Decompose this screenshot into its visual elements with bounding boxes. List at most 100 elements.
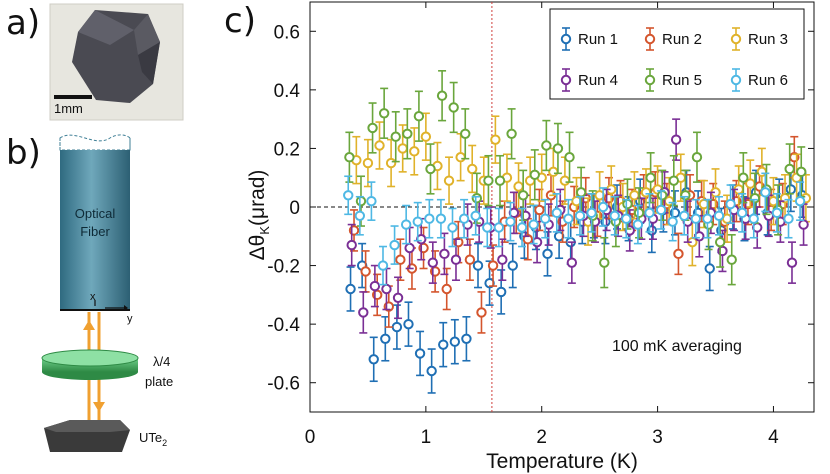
data-point [425, 163, 436, 175]
data-point [426, 365, 437, 377]
data-point [690, 213, 702, 224]
data-point [670, 134, 682, 145]
data-point [760, 187, 771, 198]
series-5 [344, 70, 807, 289]
data-point [467, 163, 478, 175]
data-point [441, 283, 452, 295]
legend-label: Run 2 [662, 31, 702, 48]
data-point [798, 219, 809, 230]
data-point [691, 152, 703, 163]
data-point [714, 236, 726, 248]
data-point [345, 283, 356, 295]
data-point [495, 286, 507, 298]
data-point [529, 169, 540, 180]
data-point [673, 248, 684, 260]
data-point [392, 292, 404, 303]
data-point [447, 222, 458, 233]
data-point [704, 263, 715, 274]
data-point [702, 213, 713, 224]
data-point [621, 213, 632, 224]
y-tick-label: 0.6 [274, 22, 300, 43]
y-axis-label: y [127, 313, 133, 325]
fiber-label-line2: Fiber [80, 224, 110, 239]
data-point [381, 283, 392, 295]
data-point [655, 204, 667, 216]
averaging-annotation: 100 mK averaging [612, 338, 742, 355]
data-point [368, 354, 379, 365]
y-tick-label: -0.4 [267, 315, 300, 336]
data-point [794, 195, 806, 207]
data-point [644, 207, 655, 219]
data-point [574, 210, 586, 221]
data-point [552, 143, 564, 154]
data-point [413, 111, 425, 122]
legend-item-run-2: Run 2 [644, 27, 702, 51]
data-point [409, 146, 420, 157]
data-point [360, 266, 371, 277]
y-tick-label: 0 [289, 198, 300, 219]
data-point [513, 181, 524, 192]
legend-label: Run 3 [748, 31, 788, 48]
data-point [380, 333, 391, 344]
data-point [366, 195, 377, 207]
data-point [679, 210, 690, 221]
data-point [455, 152, 466, 163]
legend-marker [730, 33, 742, 45]
data-point [785, 184, 797, 195]
data-point [404, 242, 415, 254]
data-point [403, 318, 414, 330]
data-point [657, 190, 668, 201]
legend: Run 1 Run 2 Run 3 Run 4 Run 5 Run 6 [549, 8, 805, 100]
legend-box [549, 8, 805, 100]
data-point [622, 198, 633, 210]
data-point [389, 239, 400, 251]
data-point [522, 234, 534, 245]
data-point [424, 213, 435, 224]
legend-label: Run 1 [578, 31, 618, 48]
data-point [609, 210, 620, 221]
data-point [367, 122, 378, 134]
plate-label-line1: λ/4 [153, 354, 170, 369]
scale-bar [54, 95, 92, 99]
data-point [448, 102, 459, 113]
legend-item-run-6: Run 6 [730, 68, 788, 92]
data-point [726, 254, 737, 265]
x-axis-label: x [90, 291, 96, 303]
data-point [427, 257, 439, 268]
data-point [385, 157, 397, 169]
data-point [563, 213, 574, 224]
data-point [586, 207, 597, 219]
data-point [493, 222, 505, 233]
data-point [566, 257, 578, 268]
y-axis-title: ΔθK(μrad) [246, 170, 272, 261]
data-point [464, 254, 476, 265]
data-point [548, 166, 559, 178]
data-point [507, 260, 518, 271]
data-point [435, 213, 447, 224]
panel-label-c: c) [224, 1, 256, 41]
data-point [414, 348, 426, 359]
data-point [378, 108, 390, 119]
data-point [346, 239, 357, 251]
data-point [748, 213, 759, 224]
x-axis-title: Temperature (K) [486, 450, 638, 473]
y-tick-label: -0.2 [267, 257, 300, 278]
data-point [784, 163, 795, 175]
data-point [497, 254, 508, 265]
data-point [450, 254, 462, 265]
data-point [395, 254, 406, 265]
data-point [771, 207, 783, 219]
data-point [449, 336, 461, 347]
data-point [506, 128, 517, 139]
data-point [713, 210, 725, 221]
legend-marker [644, 33, 656, 45]
fiber-label-line1: Optical [75, 206, 116, 221]
data-point [633, 207, 645, 219]
data-point [559, 175, 571, 186]
data-point [667, 216, 678, 227]
series-3 [351, 112, 812, 267]
data-point [541, 140, 552, 151]
data-point [749, 193, 761, 204]
data-point [516, 222, 528, 233]
